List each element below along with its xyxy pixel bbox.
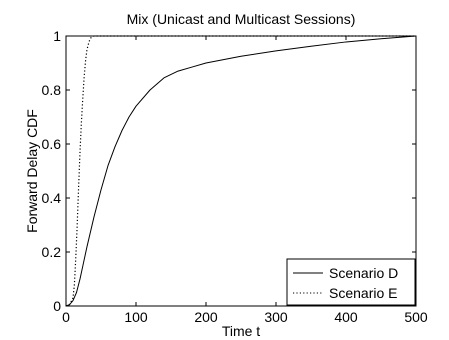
y-tick-label: 0.8 bbox=[42, 82, 62, 98]
legend-label-scenario-d: Scenario D bbox=[329, 265, 398, 281]
legend-box bbox=[286, 258, 416, 306]
x-tick-label: 0 bbox=[62, 309, 70, 325]
x-tick-label: 400 bbox=[334, 309, 358, 325]
y-tick-label: 0.4 bbox=[42, 190, 62, 206]
x-tick-label: 200 bbox=[194, 309, 218, 325]
legend-label-scenario-e: Scenario E bbox=[329, 285, 397, 301]
series-line-scenario-d bbox=[65, 35, 417, 307]
y-tick-label: 0.2 bbox=[42, 244, 62, 260]
series-line-scenario-e bbox=[65, 35, 416, 307]
y-tick-label: 0 bbox=[53, 298, 61, 314]
legend: Scenario D Scenario E bbox=[286, 258, 416, 306]
x-tick-label: 300 bbox=[264, 309, 288, 325]
plot-area: 0 100 200 300 400 500 0 0.2 0.4 0.6 0.8 1 bbox=[42, 28, 428, 325]
y-tick-label: 1 bbox=[53, 28, 61, 44]
axes-box bbox=[65, 35, 417, 307]
x-tick-label: 500 bbox=[404, 309, 428, 325]
y-tick-label: 0.6 bbox=[42, 136, 62, 152]
chart-title: Mix (Unicast and Multicast Sessions) bbox=[127, 11, 356, 27]
y-axis-label: Forward Delay CDF bbox=[24, 109, 40, 233]
x-axis-label: Time t bbox=[222, 323, 260, 339]
x-tick-label: 100 bbox=[124, 309, 148, 325]
